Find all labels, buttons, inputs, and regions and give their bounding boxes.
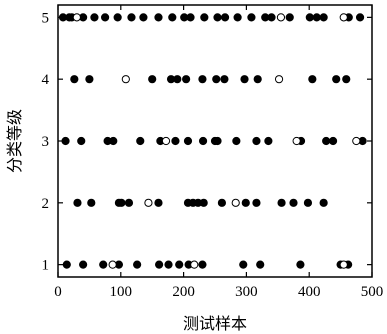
data-point-filled: [212, 75, 221, 84]
data-point-filled: [127, 13, 136, 22]
data-point-filled: [247, 13, 256, 22]
y-tick-label: 5: [42, 10, 50, 26]
data-point-filled: [79, 260, 88, 269]
data-point-open: [144, 198, 153, 207]
data-point-filled: [233, 13, 242, 22]
data-point-filled: [168, 13, 177, 22]
data-point-filled: [148, 75, 157, 84]
data-point-filled: [136, 136, 145, 146]
y-axis-label: 分类等级: [5, 109, 24, 173]
x-tick-label: 200: [172, 284, 195, 300]
data-point-filled: [155, 260, 164, 269]
data-point-filled: [319, 198, 328, 207]
data-point-filled: [256, 260, 265, 269]
data-point-filled: [220, 13, 230, 22]
data-point-filled: [213, 13, 222, 22]
x-tick-label: 300: [235, 284, 258, 300]
data-point-open: [231, 198, 240, 207]
data-point-filled: [109, 136, 118, 146]
data-point-filled: [308, 75, 317, 84]
data-point-filled: [305, 13, 314, 22]
data-point-filled: [139, 13, 148, 22]
data-point-filled: [101, 13, 110, 22]
data-point-filled: [164, 260, 173, 269]
data-point-filled: [124, 198, 134, 207]
data-point-filled: [267, 13, 276, 22]
data-point-filled: [198, 136, 208, 146]
data-point-filled: [133, 260, 142, 269]
data-point-filled: [87, 198, 96, 207]
data-point-filled: [332, 75, 341, 84]
data-point-filled: [85, 75, 94, 84]
data-point-filled: [113, 13, 122, 22]
data-point-filled: [240, 75, 249, 84]
data-point-filled: [232, 136, 241, 146]
data-point-open: [276, 13, 286, 22]
data-point-filled: [77, 136, 86, 146]
data-point-open: [292, 136, 301, 146]
y-tick-label: 1: [42, 258, 50, 274]
data-point-filled: [186, 13, 195, 22]
data-point-open: [121, 75, 130, 84]
data-point-filled: [183, 136, 193, 146]
data-point-filled: [342, 75, 351, 84]
data-point-filled: [182, 75, 191, 84]
data-point-filled: [296, 260, 305, 269]
data-point-open: [274, 75, 284, 84]
data-point-filled: [264, 136, 273, 146]
data-point-filled: [239, 260, 248, 269]
data-points: [58, 13, 367, 269]
data-point-filled: [322, 136, 331, 146]
data-point-open: [161, 136, 171, 146]
data-point-filled: [198, 260, 207, 269]
data-point-filled: [319, 13, 328, 22]
data-point-filled: [213, 136, 222, 146]
data-point-filled: [355, 13, 365, 22]
x-axis-label: 测试样本: [183, 314, 247, 333]
data-point-filled: [252, 136, 261, 146]
data-point-open: [352, 136, 361, 146]
data-point-filled: [289, 198, 298, 207]
data-point-filled: [62, 260, 71, 269]
data-point-filled: [171, 136, 180, 146]
data-point-filled: [154, 13, 163, 22]
x-tick-label: 0: [54, 284, 62, 300]
data-point-filled: [328, 136, 338, 146]
data-point-filled: [220, 75, 229, 84]
data-point-filled: [285, 13, 294, 22]
y-tick-label: 2: [42, 196, 50, 212]
data-point-open: [339, 13, 348, 22]
data-point-open: [339, 260, 348, 269]
data-point-filled: [61, 136, 70, 146]
data-point-filled: [99, 260, 108, 269]
data-point-filled: [173, 75, 182, 84]
y-tick-label: 4: [42, 72, 50, 88]
data-point-filled: [70, 75, 79, 84]
data-point-filled: [175, 260, 184, 269]
data-point-open: [108, 260, 117, 269]
data-point-filled: [253, 75, 262, 84]
data-point-filled: [117, 198, 126, 207]
data-point-filled: [241, 198, 250, 207]
axis-ticks: 0 100 200 300 400 500 1 2 3 4 5: [42, 5, 384, 300]
data-point-open: [72, 13, 81, 22]
data-point-filled: [73, 198, 82, 207]
data-point-filled: [277, 198, 286, 207]
data-point-filled: [303, 198, 313, 207]
data-point-filled: [90, 13, 99, 22]
data-point-filled: [200, 13, 209, 22]
data-point-filled: [217, 198, 227, 207]
x-tick-label: 400: [298, 284, 321, 300]
data-point-open: [190, 260, 199, 269]
data-point-filled: [198, 75, 207, 84]
data-point-filled: [154, 198, 163, 207]
y-tick-label: 3: [42, 134, 50, 150]
data-point-filled: [252, 198, 261, 207]
x-tick-label: 500: [361, 284, 384, 300]
data-point-filled: [312, 13, 321, 22]
data-point-filled: [199, 198, 208, 207]
x-tick-label: 100: [110, 284, 133, 300]
